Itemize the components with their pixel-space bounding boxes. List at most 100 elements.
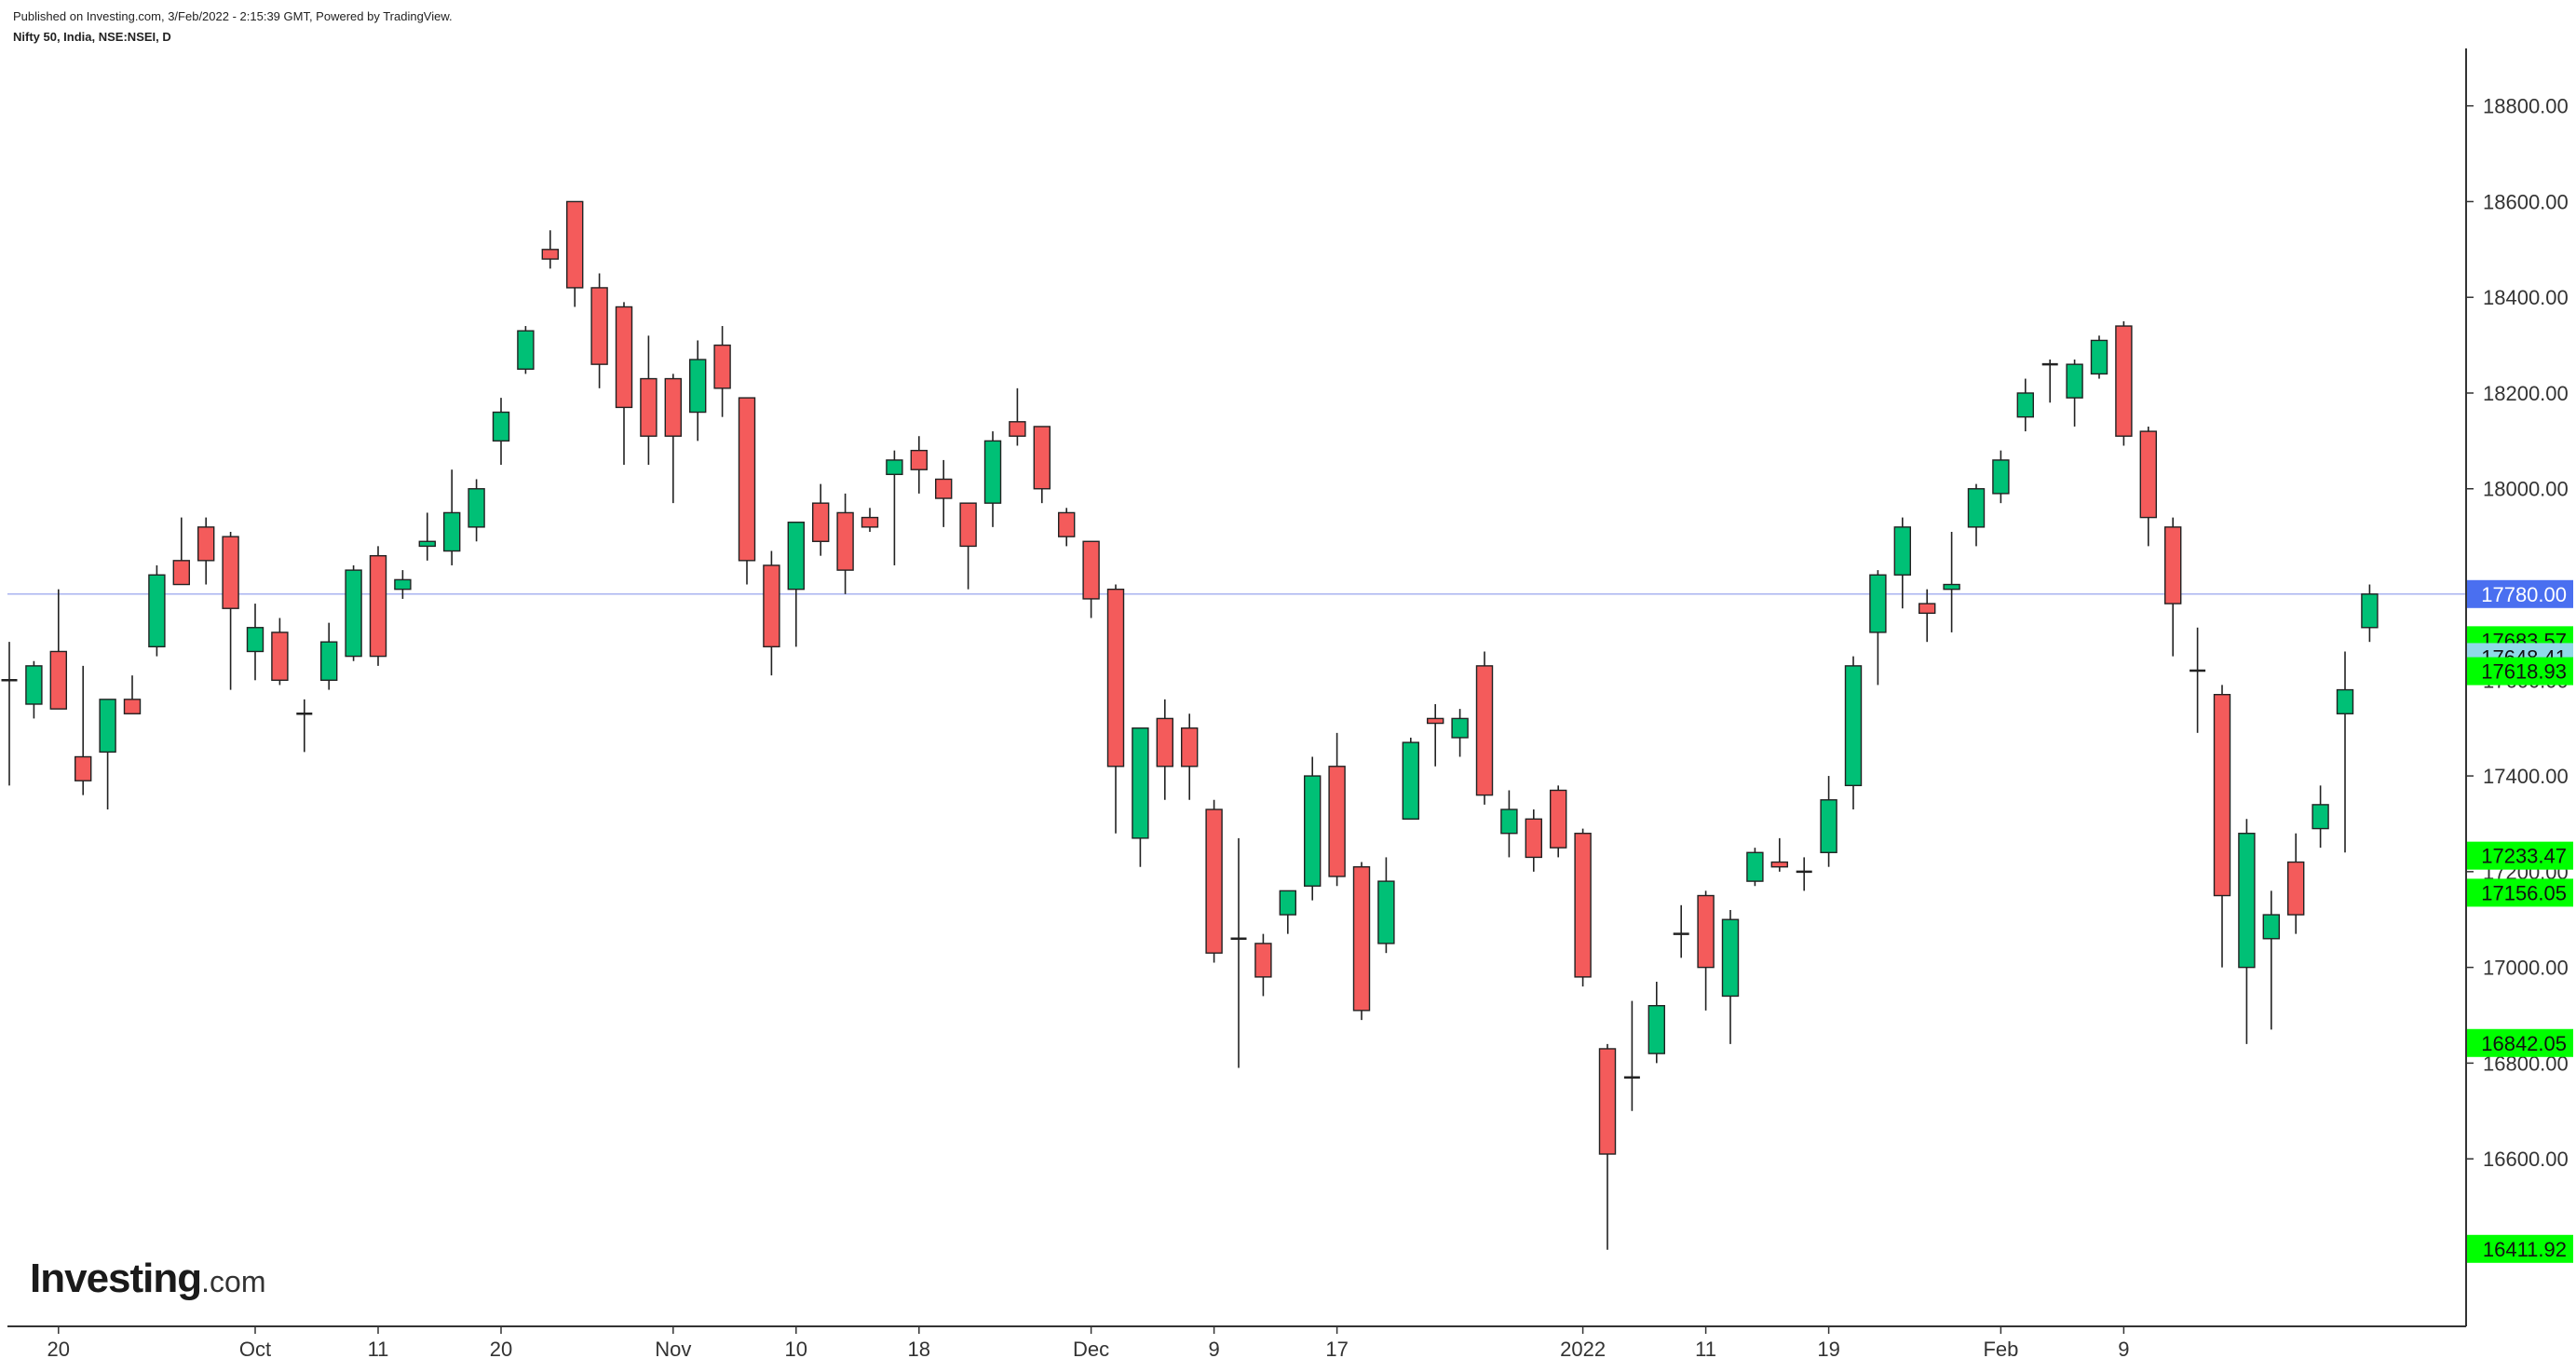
candle[interactable] — [1598, 1043, 1617, 1250]
candle[interactable] — [2312, 785, 2329, 849]
candle[interactable] — [1893, 517, 1912, 609]
candle[interactable] — [2041, 360, 2058, 403]
candle[interactable] — [271, 618, 289, 686]
candle[interactable] — [1426, 703, 1444, 767]
candle[interactable] — [2066, 360, 2083, 427]
candle[interactable] — [394, 570, 412, 599]
candle[interactable] — [763, 550, 780, 676]
candle[interactable] — [2213, 685, 2231, 968]
candle[interactable] — [1303, 756, 1322, 901]
candle[interactable] — [1009, 387, 1026, 446]
candle[interactable] — [1106, 584, 1125, 834]
candle[interactable] — [1180, 713, 1199, 800]
candle[interactable] — [1500, 790, 1518, 858]
candle[interactable] — [468, 479, 485, 542]
candle[interactable] — [590, 273, 608, 388]
candle[interactable] — [2115, 320, 2133, 446]
candle[interactable] — [861, 508, 879, 532]
candle[interactable] — [1721, 909, 1740, 1044]
candle[interactable] — [2090, 335, 2108, 379]
candle[interactable] — [492, 398, 510, 466]
candle[interactable] — [1869, 570, 1887, 686]
candle[interactable] — [1943, 531, 1960, 632]
candle[interactable] — [1574, 828, 1592, 987]
candle[interactable] — [1697, 890, 1715, 1011]
candle[interactable] — [320, 622, 338, 690]
candle[interactable] — [123, 675, 142, 714]
candle[interactable] — [74, 665, 92, 795]
candle[interactable] — [296, 699, 313, 753]
candle[interactable] — [2286, 833, 2305, 934]
candle[interactable] — [1992, 450, 2010, 504]
candle[interactable] — [369, 546, 387, 666]
candle[interactable] — [738, 397, 756, 585]
candle[interactable] — [689, 340, 707, 441]
candle[interactable] — [197, 517, 215, 585]
candle[interactable] — [1844, 656, 1863, 810]
candle[interactable] — [99, 699, 116, 810]
candle[interactable] — [1820, 776, 1837, 867]
candle[interactable] — [1230, 837, 1247, 1068]
candle[interactable] — [1796, 857, 1812, 891]
candle[interactable] — [2238, 819, 2256, 1044]
candle[interactable] — [812, 483, 830, 556]
candle[interactable] — [246, 604, 264, 681]
candle[interactable] — [836, 493, 854, 594]
candle[interactable] — [222, 531, 239, 690]
candle[interactable] — [935, 459, 953, 527]
candles-layer[interactable] — [1, 200, 2379, 1250]
candle[interactable] — [1475, 651, 1494, 805]
candle[interactable] — [2336, 651, 2354, 853]
candle[interactable] — [1967, 483, 1986, 547]
candle[interactable] — [2262, 890, 2281, 1030]
candle[interactable] — [2163, 517, 2182, 657]
candle[interactable] — [1451, 709, 1469, 757]
candle[interactable] — [1132, 727, 1149, 867]
candle[interactable] — [615, 302, 633, 466]
candle[interactable] — [1377, 857, 1395, 954]
candle[interactable] — [640, 335, 658, 466]
candle[interactable] — [1254, 933, 1272, 997]
candle[interactable] — [2139, 426, 2158, 547]
candle[interactable] — [25, 660, 43, 719]
candle[interactable] — [541, 230, 559, 269]
candle[interactable] — [886, 450, 903, 565]
candle[interactable] — [2016, 378, 2035, 432]
candle[interactable] — [1205, 799, 1223, 963]
candle[interactable] — [1647, 982, 1666, 1064]
candle[interactable] — [1918, 589, 1936, 643]
candle[interactable] — [517, 326, 535, 374]
candle[interactable] — [443, 469, 461, 565]
candle[interactable] — [1402, 737, 1420, 821]
candle[interactable] — [1279, 890, 1297, 934]
candle[interactable] — [910, 436, 928, 494]
candle[interactable] — [787, 522, 805, 647]
candle[interactable] — [49, 589, 67, 710]
candle[interactable] — [172, 517, 191, 586]
candle[interactable] — [418, 512, 436, 561]
candle[interactable] — [1673, 904, 1689, 958]
candle[interactable] — [1549, 785, 1567, 858]
candle[interactable] — [1082, 540, 1100, 618]
candle[interactable] — [1623, 1000, 1640, 1111]
candle[interactable] — [345, 564, 362, 661]
candle[interactable] — [713, 326, 731, 417]
candle[interactable] — [1746, 848, 1764, 887]
candle[interactable] — [983, 431, 1002, 527]
candle[interactable] — [1525, 809, 1543, 872]
candle[interactable] — [566, 200, 584, 307]
candle[interactable] — [959, 502, 977, 590]
candle[interactable] — [664, 374, 682, 504]
candle[interactable] — [1352, 862, 1371, 1021]
candle[interactable] — [1156, 699, 1174, 800]
candle[interactable] — [2190, 627, 2206, 733]
candle[interactable] — [1, 642, 18, 786]
candle[interactable] — [1033, 426, 1051, 504]
candle[interactable] — [1328, 732, 1346, 887]
candle[interactable] — [148, 564, 166, 657]
candle[interactable] — [1770, 837, 1789, 872]
candle[interactable] — [2361, 584, 2379, 643]
candle[interactable] — [1057, 508, 1076, 547]
